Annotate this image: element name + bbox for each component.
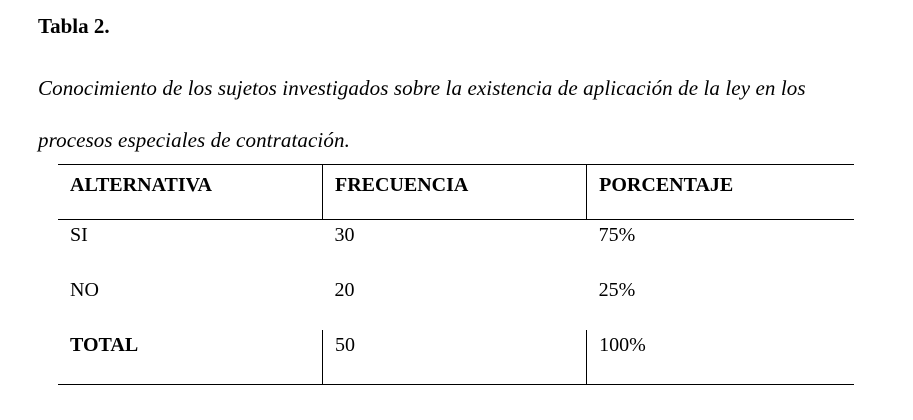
results-table: ALTERNATIVA FRECUENCIA PORCENTAJE SI 30 … <box>58 164 854 385</box>
cell-frecuencia: 20 <box>334 279 355 301</box>
cell-total-frecuencia: 50 <box>321 330 587 385</box>
table-caption: Conocimiento de los sujetos investigados… <box>38 62 898 166</box>
table-caption-line-2: procesos especiales de contratación. <box>38 128 350 152</box>
cell-porcentaje: 25% <box>598 279 636 301</box>
cell-total-label: TOTAL <box>58 330 323 385</box>
cell-frecuencia: 30 <box>334 224 355 246</box>
table-header-row: ALTERNATIVA FRECUENCIA PORCENTAJE <box>58 164 854 220</box>
table-caption-line-1: Conocimiento de los sujetos investigados… <box>38 76 806 100</box>
table-row: NO 20 25% <box>58 275 854 330</box>
cell-alternativa: SI <box>70 224 88 246</box>
header-frecuencia: FRECUENCIA <box>321 164 587 220</box>
table-row: SI 30 75% <box>58 220 854 276</box>
header-alternativa: ALTERNATIVA <box>58 164 323 220</box>
table-total-row: TOTAL 50 100% <box>58 330 854 385</box>
cell-porcentaje: 75% <box>598 224 636 246</box>
cell-alternativa: NO <box>70 279 99 301</box>
cell-total-porcentaje: 100% <box>586 330 854 385</box>
table-number-label: Tabla 2. <box>38 14 110 38</box>
header-porcentaje: PORCENTAJE <box>586 164 854 220</box>
